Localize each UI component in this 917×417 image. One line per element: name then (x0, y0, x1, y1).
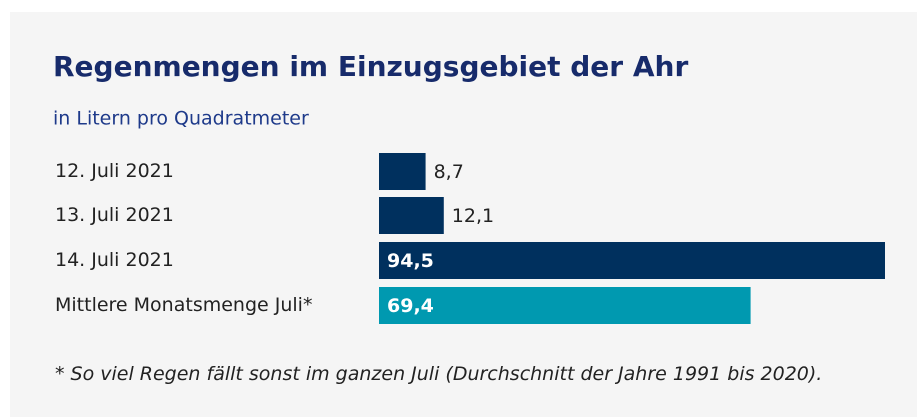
bar (379, 153, 426, 190)
value-label: 8,7 (434, 161, 464, 183)
bar (379, 242, 885, 279)
footnote: * So viel Regen fällt sonst im ganzen Ju… (55, 363, 823, 385)
panel (10, 12, 917, 417)
category-label: 12. Juli 2021 (55, 160, 174, 182)
chart-title: Regenmengen im Einzugsgebiet der Ahr (53, 50, 688, 83)
bar (379, 197, 444, 234)
value-label: 12,1 (452, 205, 494, 227)
bar (379, 287, 751, 324)
chart-subtitle: in Litern pro Quadratmeter (53, 108, 309, 130)
category-label: 14. Juli 2021 (55, 249, 174, 271)
category-label: Mittlere Monatsmenge Juli* (55, 294, 312, 316)
value-label: 94,5 (387, 250, 434, 272)
category-label: 13. Juli 2021 (55, 204, 174, 226)
value-label: 69,4 (387, 295, 434, 317)
